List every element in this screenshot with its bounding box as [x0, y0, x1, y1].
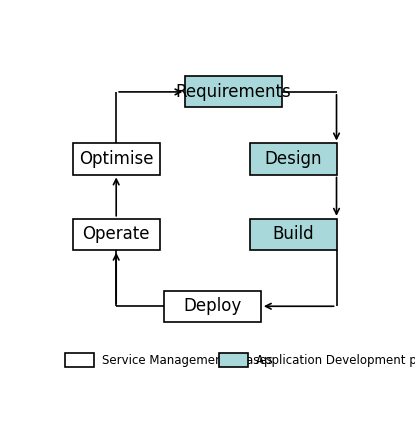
- Bar: [73, 144, 160, 175]
- Text: Optimise: Optimise: [79, 150, 154, 168]
- Text: Service Management phases: Service Management phases: [102, 354, 273, 367]
- Text: Requirements: Requirements: [176, 83, 291, 101]
- Text: Application Development phases: Application Development phases: [256, 354, 415, 367]
- Bar: [219, 353, 248, 367]
- Text: Operate: Operate: [83, 225, 150, 243]
- Bar: [164, 291, 261, 322]
- Bar: [250, 219, 337, 250]
- Bar: [186, 76, 282, 108]
- Bar: [73, 219, 160, 250]
- Text: Deploy: Deploy: [183, 297, 242, 315]
- Bar: [250, 144, 337, 175]
- Text: Build: Build: [272, 225, 314, 243]
- Text: Design: Design: [264, 150, 322, 168]
- Bar: [65, 353, 94, 367]
